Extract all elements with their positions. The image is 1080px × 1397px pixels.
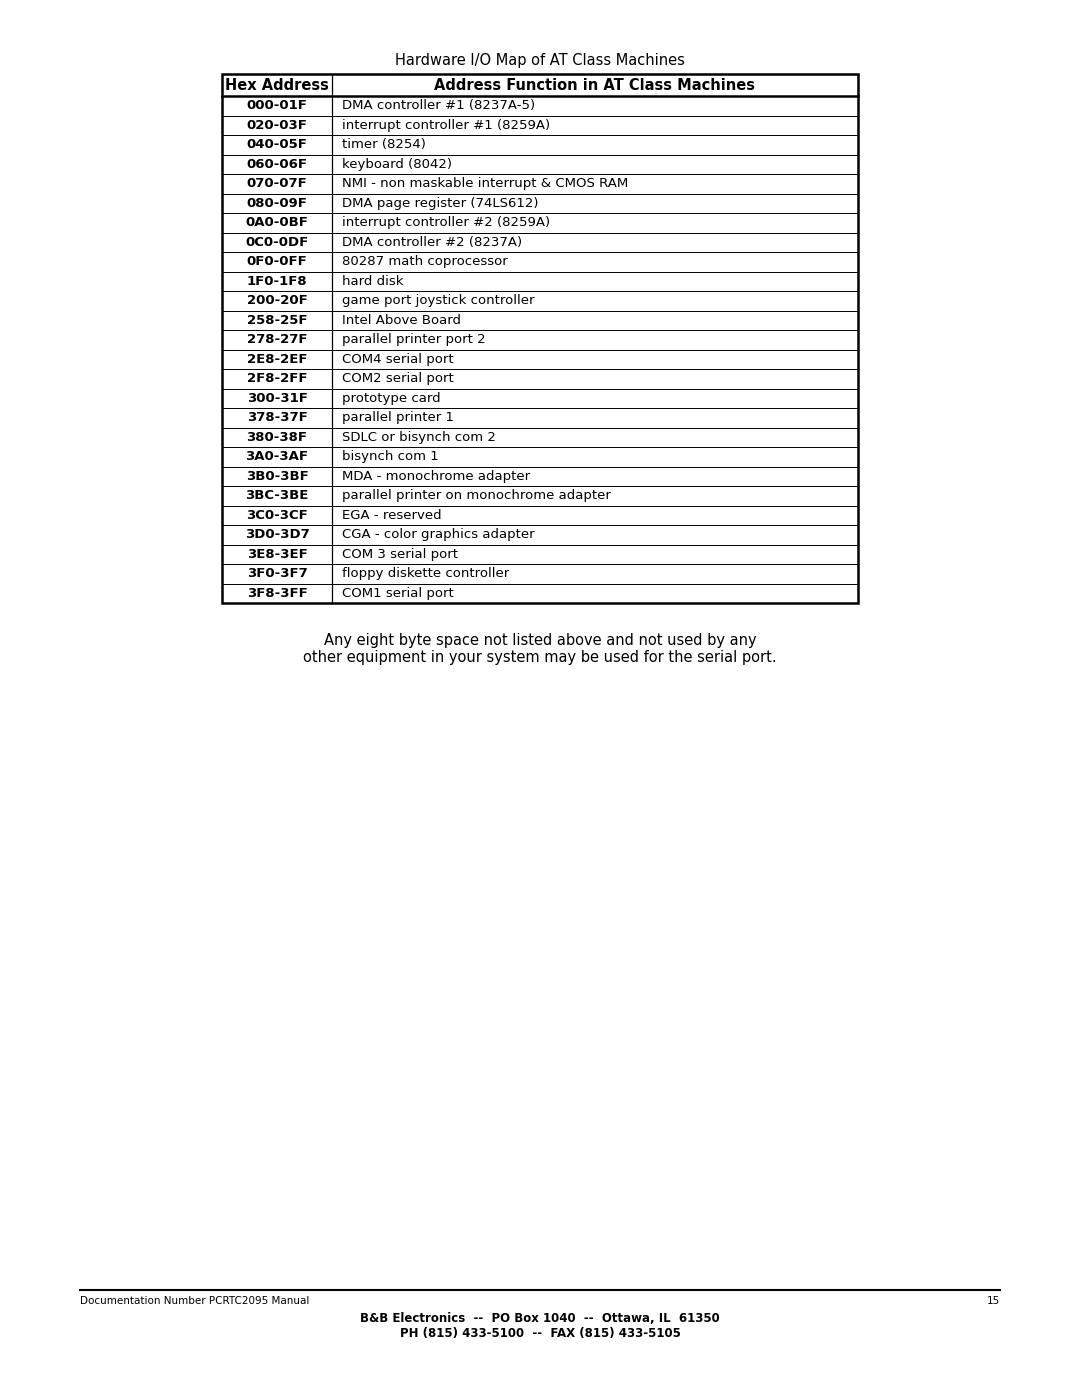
Bar [222, 74, 858, 604]
Text: 3F0-3F7: 3F0-3F7 [246, 567, 308, 580]
Text: 278-27F: 278-27F [246, 334, 307, 346]
Text: 200-20F: 200-20F [246, 295, 308, 307]
Text: DMA controller #1 (8237A-5): DMA controller #1 (8237A-5) [342, 99, 535, 112]
Text: parallel printer 1: parallel printer 1 [342, 411, 454, 425]
Text: COM1 serial port: COM1 serial port [342, 587, 454, 599]
Text: 380-38F: 380-38F [246, 430, 308, 444]
Text: 0A0-0BF: 0A0-0BF [245, 217, 309, 229]
Text: 1F0-1F8: 1F0-1F8 [246, 275, 308, 288]
Text: 2F8-2FF: 2F8-2FF [246, 372, 307, 386]
Text: floppy diskette controller: floppy diskette controller [342, 567, 510, 580]
Text: bisynch com 1: bisynch com 1 [342, 450, 438, 464]
Text: other equipment in your system may be used for the serial port.: other equipment in your system may be us… [303, 650, 777, 665]
Text: 258-25F: 258-25F [246, 314, 307, 327]
Text: PH (815) 433-5100  --  FAX (815) 433-5105: PH (815) 433-5100 -- FAX (815) 433-5105 [400, 1327, 680, 1340]
Text: B&B Electronics  --  PO Box 1040  --  Ottawa, IL  61350: B&B Electronics -- PO Box 1040 -- Ottawa… [360, 1312, 720, 1324]
Text: 3A0-3AF: 3A0-3AF [245, 450, 309, 464]
Text: NMI - non maskable interrupt & CMOS RAM: NMI - non maskable interrupt & CMOS RAM [342, 177, 629, 190]
Text: Hardware I/O Map of AT Class Machines: Hardware I/O Map of AT Class Machines [395, 53, 685, 68]
Text: COM2 serial port: COM2 serial port [342, 372, 454, 386]
Text: timer (8254): timer (8254) [342, 138, 426, 151]
Text: 0C0-0DF: 0C0-0DF [245, 236, 309, 249]
Text: CGA - color graphics adapter: CGA - color graphics adapter [342, 528, 535, 541]
Text: 3D0-3D7: 3D0-3D7 [245, 528, 309, 541]
Text: 3BC-3BE: 3BC-3BE [245, 489, 309, 503]
Text: game port joystick controller: game port joystick controller [342, 295, 535, 307]
Text: 020-03F: 020-03F [246, 119, 308, 131]
Text: Hex Address: Hex Address [225, 77, 329, 92]
Text: keyboard (8042): keyboard (8042) [342, 158, 453, 170]
Text: prototype card: prototype card [342, 391, 441, 405]
Text: 070-07F: 070-07F [246, 177, 308, 190]
Text: Any eight byte space not listed above and not used by any: Any eight byte space not listed above an… [324, 633, 756, 648]
Text: COM4 serial port: COM4 serial port [342, 353, 454, 366]
Text: Intel Above Board: Intel Above Board [342, 314, 461, 327]
Text: 80287 math coprocessor: 80287 math coprocessor [342, 256, 508, 268]
Text: parallel printer port 2: parallel printer port 2 [342, 334, 486, 346]
Text: 378-37F: 378-37F [246, 411, 308, 425]
Text: 3F8-3FF: 3F8-3FF [246, 587, 308, 599]
Text: 3E8-3EF: 3E8-3EF [246, 548, 308, 560]
Text: 300-31F: 300-31F [246, 391, 308, 405]
Text: Address Function in AT Class Machines: Address Function in AT Class Machines [434, 77, 756, 92]
Text: 2E8-2EF: 2E8-2EF [246, 353, 307, 366]
Text: 3B0-3BF: 3B0-3BF [245, 469, 309, 483]
Text: MDA - monochrome adapter: MDA - monochrome adapter [342, 469, 530, 483]
Text: 0F0-0FF: 0F0-0FF [246, 256, 308, 268]
Text: interrupt controller #2 (8259A): interrupt controller #2 (8259A) [342, 217, 550, 229]
Text: COM 3 serial port: COM 3 serial port [342, 548, 458, 560]
Text: EGA - reserved: EGA - reserved [342, 509, 442, 521]
Text: hard disk: hard disk [342, 275, 404, 288]
Text: 000-01F: 000-01F [246, 99, 308, 112]
Text: DMA page register (74LS612): DMA page register (74LS612) [342, 197, 539, 210]
Text: interrupt controller #1 (8259A): interrupt controller #1 (8259A) [342, 119, 550, 131]
Text: SDLC or bisynch com 2: SDLC or bisynch com 2 [342, 430, 496, 444]
Text: parallel printer on monochrome adapter: parallel printer on monochrome adapter [342, 489, 611, 503]
Text: 040-05F: 040-05F [246, 138, 308, 151]
Text: Documentation Number PCRTC2095 Manual: Documentation Number PCRTC2095 Manual [80, 1296, 309, 1306]
Text: 15: 15 [987, 1296, 1000, 1306]
Text: 060-06F: 060-06F [246, 158, 308, 170]
Text: 3C0-3CF: 3C0-3CF [246, 509, 308, 521]
Text: DMA controller #2 (8237A): DMA controller #2 (8237A) [342, 236, 522, 249]
Text: 080-09F: 080-09F [246, 197, 308, 210]
